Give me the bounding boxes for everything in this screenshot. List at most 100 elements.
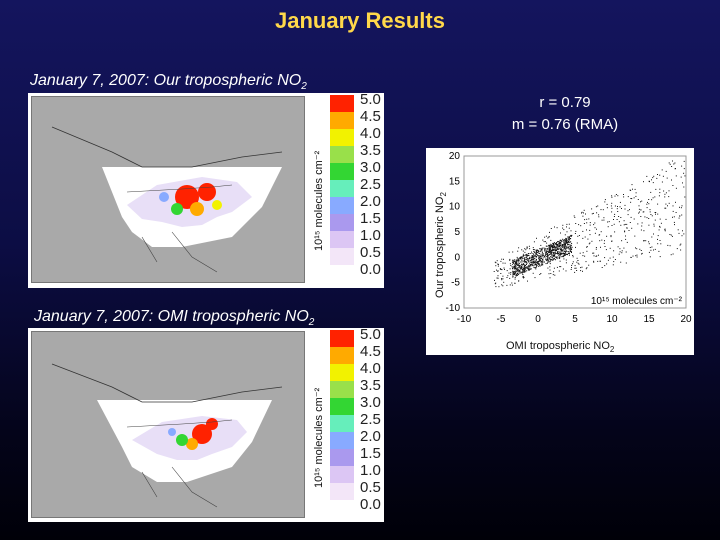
scatter-point [545,254,546,256]
scatter-point [549,258,551,260]
scatter-point [665,170,667,172]
scatter-point [529,262,531,264]
scatter-point [567,243,569,245]
scatter-point [518,258,520,260]
scatter-point [555,256,557,258]
scatter-point [533,266,535,268]
scatter-point [643,211,645,213]
scatter-point [528,269,530,271]
scatter-point [519,270,521,271]
scatter-point [530,261,531,263]
scatter-point [585,213,586,215]
colorbar-segment [330,432,354,449]
scatter-point [523,257,525,259]
scatter-point [615,194,617,195]
scatter-point [551,246,553,248]
scatter-point [639,211,640,213]
scatter-point [591,208,593,210]
scatter-point [635,255,637,257]
scatter-point [525,249,527,251]
scatter-point [516,258,518,260]
scatter-point [553,267,555,269]
scatter-point [517,258,519,260]
scatter-point [523,270,525,272]
colorbar-tick-label: 4.5 [360,343,381,360]
scatter-point [566,223,568,225]
scatter-point [625,238,627,240]
scatter-point [593,255,595,257]
scatter-point [611,195,613,197]
scatter-point [511,282,513,284]
scatter-point [547,260,549,262]
scatter-point [537,249,539,251]
colorbar-tick-label: 5.0 [360,326,381,343]
scatter-point [536,249,538,251]
scatter-point [570,249,572,251]
scatter-point [560,253,562,255]
scatter-point [681,165,683,167]
scatter-point [548,251,550,253]
scatter-point [671,179,672,181]
scatter-point [516,269,518,271]
scatter-point [555,243,557,245]
scatter-point [494,279,495,281]
y-tick-label: -5 [451,278,460,289]
scatter-point [535,255,537,257]
scatter-point [605,249,607,251]
scatter-point [549,259,551,261]
scatter-point [674,162,676,164]
scatter-point [528,260,530,262]
scatter-point [624,204,626,206]
scatter-point [515,271,517,273]
scatter-point [565,240,567,242]
scatter-point [568,252,570,254]
scatter-point [591,240,593,242]
colorbar-segment [330,483,354,500]
scatter-point [570,234,572,236]
scatter-point [507,275,509,277]
stats-r: r = 0.79 [539,94,591,111]
scatter-point [609,247,611,249]
scatter-point [526,255,528,257]
scatter-point [623,224,625,226]
scatter-point [588,218,590,220]
scatter-point [563,258,565,260]
scatter-point [672,205,674,207]
scatter-point [514,265,516,267]
scatter-point [604,199,606,201]
scatter-point [630,216,632,218]
scatter-point [532,247,534,249]
colorbar-segment [330,180,354,197]
scatter-point [548,245,550,247]
x-tick-label: 10 [606,314,618,325]
scatter-point [593,260,595,262]
colorbar-tick-label: 2.5 [360,411,381,428]
top-map-graphic [51,126,283,273]
scatter-point [567,252,569,254]
scatter-point [517,263,519,265]
scatter-point [514,271,516,273]
scatter-point [540,244,542,246]
scatter-point [566,245,568,247]
scatter-point [519,265,521,267]
scatter-point [517,267,519,269]
scatter-point [533,250,535,252]
scatter-point [539,265,541,267]
scatter-point [559,239,561,241]
scatter-point [568,248,570,250]
scatter-point [574,267,576,269]
y-tick-label: 0 [454,252,460,263]
scatter-point [626,241,628,243]
scatter-point [580,270,582,272]
scatter-point [512,270,514,272]
scatter-point [551,250,553,252]
scatter-point [559,249,561,251]
scatter-point [518,261,520,263]
scatter-point [539,274,541,275]
bottom-colorbar-unit: 10¹⁵ molecules cm⁻² [313,387,325,488]
scatter-point [524,254,526,256]
scatter-point [589,224,591,226]
scatter-point [680,176,682,178]
scatter-point [640,250,642,251]
scatter-point [565,253,567,255]
